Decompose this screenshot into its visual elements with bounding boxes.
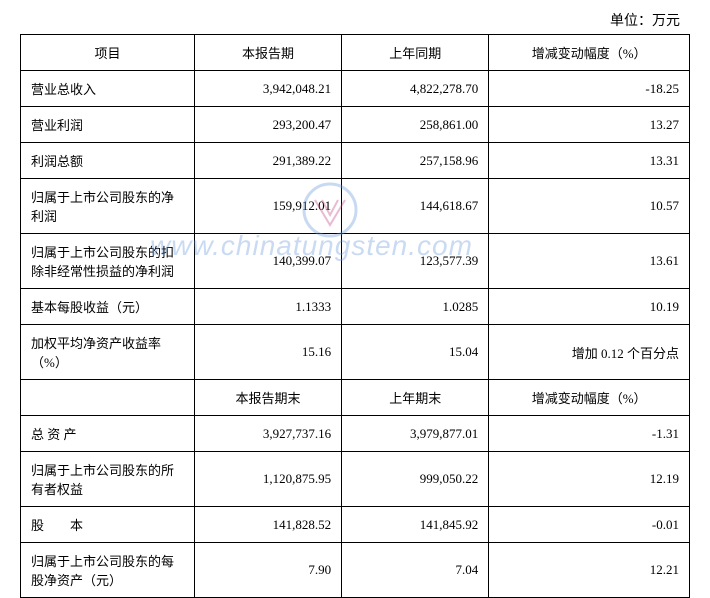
row-label: 利润总额 <box>21 143 195 179</box>
row-change: 增加 0.12 个百分点 <box>489 325 690 380</box>
row-current: 141,828.52 <box>194 507 341 543</box>
row-label: 归属于上市公司股东的净利润 <box>21 179 195 234</box>
row-current: 140,399.07 <box>194 234 341 289</box>
row-label: 归属于上市公司股东的扣除非经常性损益的净利润 <box>21 234 195 289</box>
row-prior: 123,577.39 <box>342 234 489 289</box>
table-row: 归属于上市公司股东的净利润159,912.01144,618.6710.57 <box>21 179 690 234</box>
row-label: 加权平均净资产收益率（%） <box>21 325 195 380</box>
row-current: 15.16 <box>194 325 341 380</box>
row-change: -1.31 <box>489 416 690 452</box>
row-change: -18.25 <box>489 71 690 107</box>
row-current: 3,927,737.16 <box>194 416 341 452</box>
table-row: 归属于上市公司股东的扣除非经常性损益的净利润140,399.07123,577.… <box>21 234 690 289</box>
row-change: 10.57 <box>489 179 690 234</box>
row-label: 归属于上市公司股东的每股净资产（元） <box>21 543 195 598</box>
section-change: 增减变动幅度（%） <box>489 380 690 416</box>
row-prior: 3,979,877.01 <box>342 416 489 452</box>
row-prior: 999,050.22 <box>342 452 489 507</box>
financial-table: 项目 本报告期 上年同期 增减变动幅度（%） 营业总收入3,942,048.21… <box>20 34 690 598</box>
row-label: 总 资 产 <box>21 416 195 452</box>
row-prior: 258,861.00 <box>342 107 489 143</box>
row-label: 营业利润 <box>21 107 195 143</box>
section-blank <box>21 380 195 416</box>
header-current: 本报告期 <box>194 35 341 71</box>
row-change: 12.21 <box>489 543 690 598</box>
row-change: -0.01 <box>489 507 690 543</box>
row-prior: 7.04 <box>342 543 489 598</box>
table-row: 基本每股收益（元）1.13331.028510.19 <box>21 289 690 325</box>
row-label: 基本每股收益（元） <box>21 289 195 325</box>
row-label: 归属于上市公司股东的所有者权益 <box>21 452 195 507</box>
row-current: 7.90 <box>194 543 341 598</box>
row-prior: 141,845.92 <box>342 507 489 543</box>
row-change: 10.19 <box>489 289 690 325</box>
row-current: 291,389.22 <box>194 143 341 179</box>
row-current: 293,200.47 <box>194 107 341 143</box>
row-change: 13.61 <box>489 234 690 289</box>
row-prior: 144,618.67 <box>342 179 489 234</box>
table-row: 归属于上市公司股东的所有者权益1,120,875.95999,050.2212.… <box>21 452 690 507</box>
table-row: 股 本141,828.52141,845.92-0.01 <box>21 507 690 543</box>
row-prior: 15.04 <box>342 325 489 380</box>
header-row: 项目 本报告期 上年同期 增减变动幅度（%） <box>21 35 690 71</box>
row-change: 13.27 <box>489 107 690 143</box>
row-prior: 1.0285 <box>342 289 489 325</box>
header-prior: 上年同期 <box>342 35 489 71</box>
row-label: 营业总收入 <box>21 71 195 107</box>
row-current: 1.1333 <box>194 289 341 325</box>
unit-label: 单位：万元 <box>20 10 690 30</box>
section-prior-end: 上年期末 <box>342 380 489 416</box>
row-current: 1,120,875.95 <box>194 452 341 507</box>
table-row: 营业利润293,200.47258,861.0013.27 <box>21 107 690 143</box>
table-row: 营业总收入3,942,048.214,822,278.70-18.25 <box>21 71 690 107</box>
table-row: 加权平均净资产收益率（%）15.1615.04增加 0.12 个百分点 <box>21 325 690 380</box>
table-row: 总 资 产3,927,737.163,979,877.01-1.31 <box>21 416 690 452</box>
row-prior: 257,158.96 <box>342 143 489 179</box>
row-change: 13.31 <box>489 143 690 179</box>
header-item: 项目 <box>21 35 195 71</box>
section-current-end: 本报告期末 <box>194 380 341 416</box>
row-current: 3,942,048.21 <box>194 71 341 107</box>
table-row: 归属于上市公司股东的每股净资产（元）7.907.0412.21 <box>21 543 690 598</box>
row-label: 股 本 <box>21 507 195 543</box>
header-change: 增减变动幅度（%） <box>489 35 690 71</box>
section-header-row: 本报告期末 上年期末 增减变动幅度（%） <box>21 380 690 416</box>
table-row: 利润总额291,389.22257,158.9613.31 <box>21 143 690 179</box>
row-change: 12.19 <box>489 452 690 507</box>
row-prior: 4,822,278.70 <box>342 71 489 107</box>
row-current: 159,912.01 <box>194 179 341 234</box>
